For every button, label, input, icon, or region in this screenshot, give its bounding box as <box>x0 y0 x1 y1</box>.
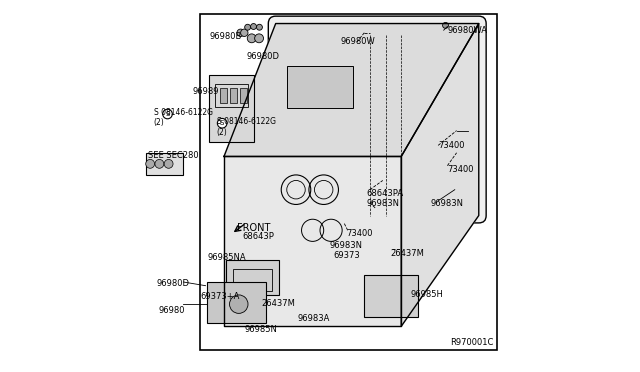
Text: 26437M: 26437M <box>261 299 295 308</box>
Circle shape <box>146 160 155 168</box>
Circle shape <box>164 160 173 168</box>
Text: S: S <box>220 120 225 126</box>
Polygon shape <box>224 157 401 326</box>
Bar <box>233 269 272 291</box>
Text: 73400: 73400 <box>438 141 465 150</box>
Text: FRONT: FRONT <box>237 224 270 234</box>
Text: 96983N: 96983N <box>431 199 464 208</box>
Bar <box>364 275 418 317</box>
Circle shape <box>155 160 164 168</box>
Text: 68643PA: 68643PA <box>366 189 403 198</box>
Circle shape <box>244 24 251 30</box>
Text: 96980B: 96980B <box>209 32 242 41</box>
Bar <box>230 88 237 103</box>
Bar <box>215 84 248 107</box>
Text: 96985N: 96985N <box>244 325 277 334</box>
FancyBboxPatch shape <box>268 16 486 223</box>
Circle shape <box>251 23 257 29</box>
Circle shape <box>255 34 264 43</box>
Bar <box>200 14 497 350</box>
Text: 68643P: 68643P <box>243 232 275 241</box>
Polygon shape <box>224 23 479 157</box>
Bar <box>239 88 247 103</box>
Text: 96980D: 96980D <box>246 52 279 61</box>
Bar <box>220 88 227 103</box>
Text: 96980WA: 96980WA <box>447 26 488 35</box>
Circle shape <box>230 295 248 313</box>
Text: 96980: 96980 <box>158 306 185 315</box>
Text: S 08146-6122G
(2): S 08146-6122G (2) <box>154 108 213 127</box>
Text: 26437M: 26437M <box>390 249 424 258</box>
Circle shape <box>163 109 172 119</box>
Bar <box>147 153 184 175</box>
Circle shape <box>247 34 256 43</box>
Text: 69373+A: 69373+A <box>200 292 239 301</box>
Bar <box>287 66 353 109</box>
Circle shape <box>218 118 227 128</box>
Circle shape <box>257 24 262 30</box>
Bar <box>207 282 266 323</box>
Circle shape <box>443 22 449 28</box>
Text: R970001C: R970001C <box>450 338 493 347</box>
Text: 73400: 73400 <box>346 230 372 238</box>
Bar <box>209 75 253 142</box>
Text: 96985NA: 96985NA <box>207 253 246 263</box>
Text: 96980W: 96980W <box>340 37 375 46</box>
Text: 73400: 73400 <box>447 165 474 174</box>
Circle shape <box>237 29 244 36</box>
Circle shape <box>241 29 248 36</box>
Text: 96983N: 96983N <box>329 241 362 250</box>
Text: 96989: 96989 <box>193 87 219 96</box>
Circle shape <box>407 44 425 62</box>
Text: 69373: 69373 <box>333 251 360 260</box>
Text: S 08146-6122G
(2): S 08146-6122G (2) <box>216 117 276 137</box>
Bar <box>226 260 280 295</box>
Bar <box>357 64 394 96</box>
Text: 96980D: 96980D <box>157 279 190 288</box>
Text: SEE SEC280: SEE SEC280 <box>148 151 198 160</box>
Text: 96985H: 96985H <box>410 291 444 299</box>
Text: S: S <box>165 111 170 117</box>
Text: 96983A: 96983A <box>298 314 330 323</box>
Text: 96983N: 96983N <box>366 199 399 208</box>
Polygon shape <box>401 23 479 326</box>
